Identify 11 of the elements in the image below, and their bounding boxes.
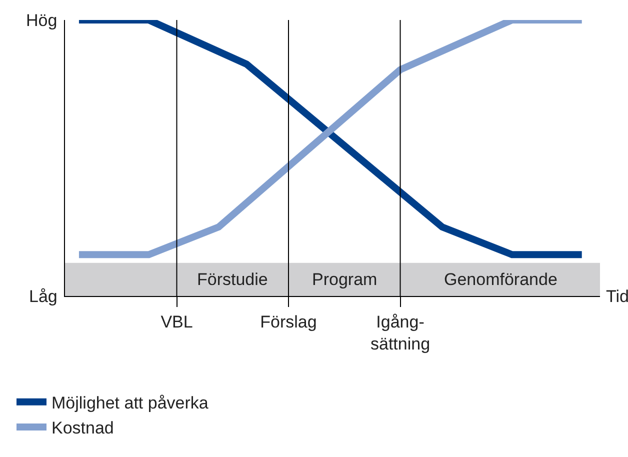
text: Låg — [29, 287, 58, 306]
annotation: Program — [312, 270, 378, 289]
x-tick-label: Igång-sättning — [370, 312, 430, 354]
x-tick-label: VBL — [160, 312, 193, 332]
text: Hög — [26, 11, 58, 30]
x-tick-label: Förslag — [260, 312, 317, 332]
legend-label: Möjlighet att påverka — [52, 394, 209, 412]
legend-label: Kostnad — [52, 418, 114, 438]
x-axis-title: Tid — [606, 287, 628, 306]
annotation: Genomförande — [444, 270, 558, 289]
annotation: Förstudie — [197, 270, 268, 289]
